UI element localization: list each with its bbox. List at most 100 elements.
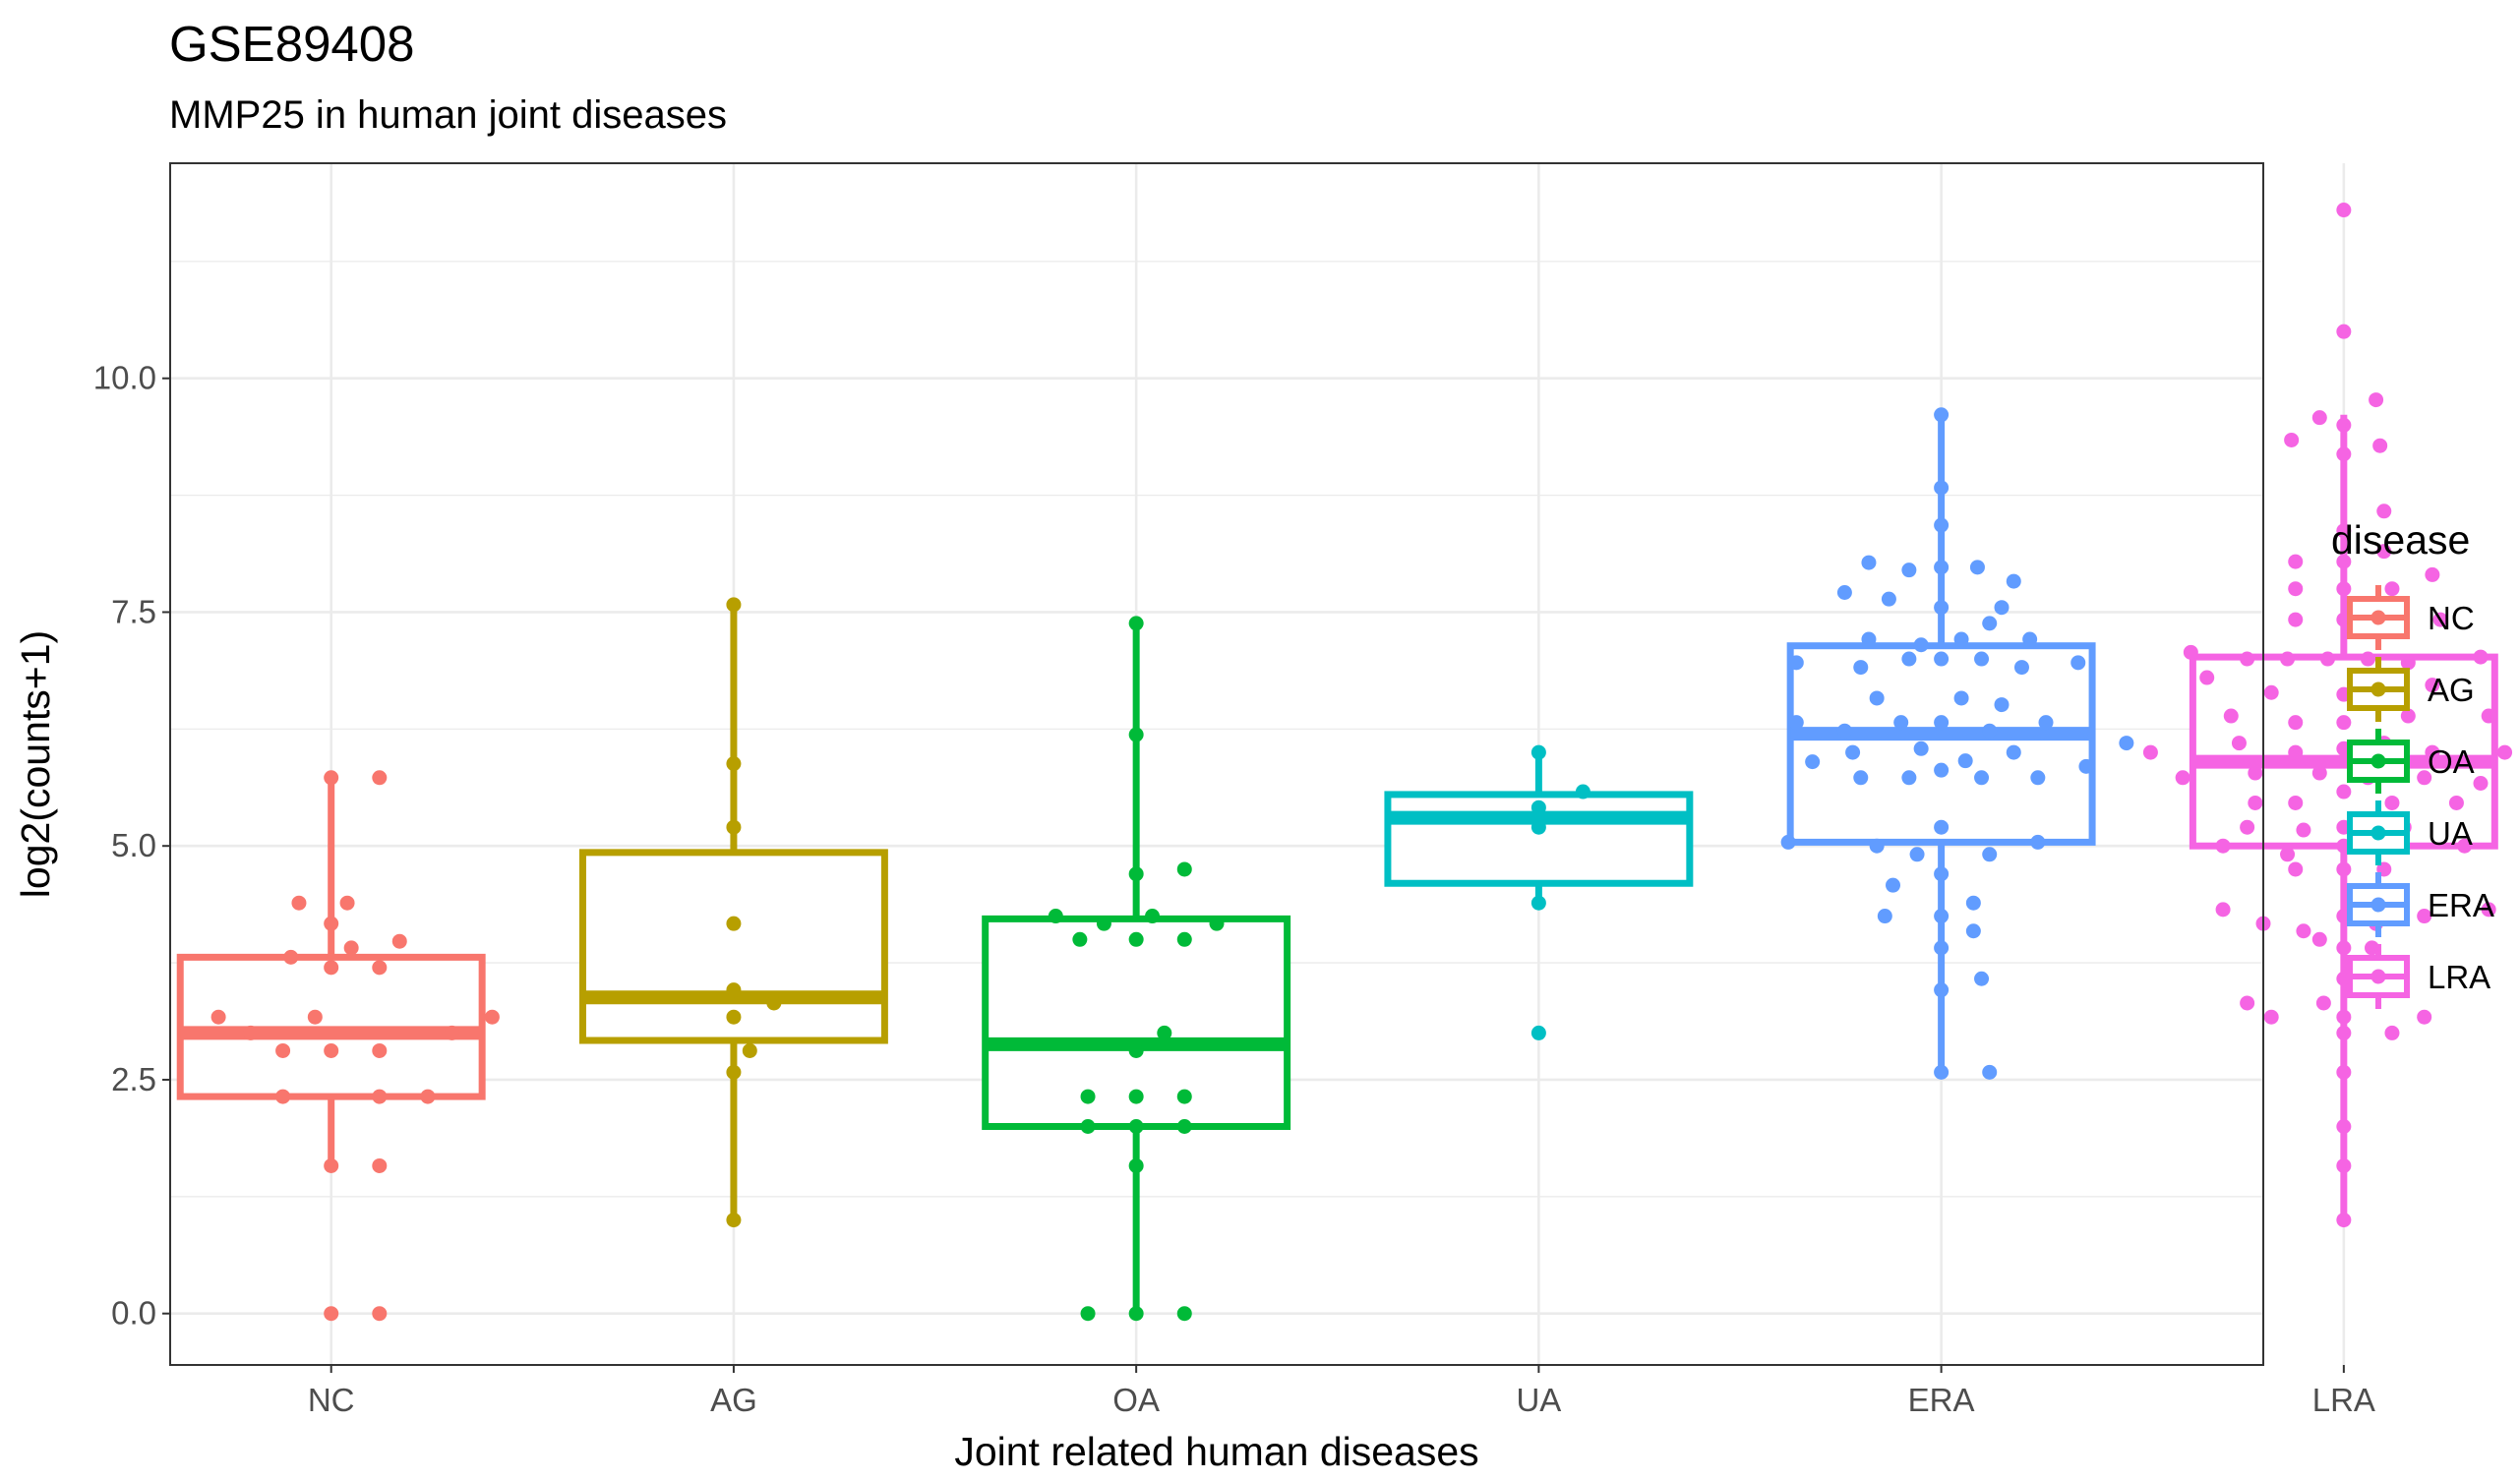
data-point [324, 1157, 339, 1173]
data-point [2175, 770, 2190, 786]
data-point [2038, 715, 2054, 731]
data-point [726, 597, 742, 613]
data-point [726, 1009, 742, 1025]
data-point [1530, 744, 1546, 760]
legend-key-point [2370, 753, 2386, 769]
data-point [1080, 1306, 1096, 1322]
data-point [2336, 1064, 2352, 1080]
data-point [1934, 762, 1950, 778]
data-point [2417, 909, 2432, 924]
data-point [1934, 819, 1950, 835]
data-point [2481, 902, 2496, 918]
data-point [1805, 754, 1821, 770]
box [578, 849, 888, 1044]
data-point [2280, 847, 2296, 862]
data-point [1901, 563, 1917, 578]
data-point [1048, 909, 1063, 924]
legend-key-point [2370, 969, 2386, 984]
data-point [484, 1009, 500, 1025]
data-point [1982, 847, 1998, 862]
data-point [2311, 765, 2327, 781]
data-point [2336, 1009, 2352, 1025]
data-point [2425, 566, 2440, 582]
data-point [1176, 1119, 1192, 1135]
legend-label: OA [2428, 743, 2475, 780]
data-point [343, 940, 359, 956]
x-tick-label: OA [1112, 1382, 1160, 1418]
data-point [1530, 800, 1546, 815]
data-point [324, 960, 339, 976]
data-point [1909, 847, 1925, 862]
legend-label: UA [2428, 815, 2473, 852]
data-point [1893, 715, 1909, 731]
legend-label: ERA [2428, 887, 2494, 923]
data-point [372, 1157, 388, 1173]
data-point [1176, 861, 1192, 877]
data-point [2336, 581, 2352, 597]
data-point [2336, 446, 2352, 462]
data-point [1982, 1064, 1998, 1080]
series-lra [2142, 203, 2513, 1228]
data-point [444, 1025, 459, 1040]
x-tick-label: UA [1516, 1382, 1561, 1418]
data-point [766, 995, 782, 1011]
series-ag [578, 597, 888, 1228]
data-point [2376, 544, 2392, 560]
x-tick-label: NC [308, 1382, 355, 1418]
data-point [1974, 770, 1990, 786]
data-point [2199, 670, 2215, 685]
data-point [1982, 616, 1998, 631]
data-point [2284, 432, 2300, 447]
data-point [2432, 612, 2448, 627]
data-point [2231, 736, 2247, 751]
series-nc [176, 770, 500, 1322]
data-point [339, 895, 355, 911]
plot-border [169, 162, 2264, 1366]
legend-key-point [2370, 825, 2386, 841]
data-point [1957, 753, 1973, 769]
data-point [2288, 795, 2304, 810]
data-point [2473, 649, 2489, 665]
legend-item-oa: OA [2347, 729, 2475, 794]
data-point [372, 1042, 388, 1058]
data-point [1788, 715, 1804, 731]
data-point [210, 1009, 226, 1025]
data-point [1209, 916, 1225, 931]
legend: disease NC AG OA UA ERA LRA [2331, 517, 2494, 1009]
data-point [2336, 1213, 2352, 1228]
x-tick-label: AG [710, 1382, 757, 1418]
data-point [2372, 438, 2388, 453]
data-point [2336, 203, 2352, 218]
data-point [726, 1064, 742, 1080]
data-point [1128, 931, 1144, 947]
data-point [324, 1306, 339, 1322]
data-point [1934, 560, 1950, 575]
data-point [1530, 1025, 1546, 1040]
data-point [2030, 834, 2046, 850]
data-point [2013, 660, 2029, 676]
data-point [2336, 940, 2352, 956]
data-point [1128, 866, 1144, 882]
data-point [2336, 324, 2352, 339]
data-point [1953, 631, 1969, 647]
data-point [1128, 1089, 1144, 1104]
data-point [2022, 631, 2038, 647]
data-point [1965, 923, 1981, 939]
series-oa [982, 616, 1291, 1322]
x-axis: NC AG OA UA ERA LRA [308, 1365, 2375, 1418]
data-point [1934, 1064, 1950, 1080]
data-point [1861, 631, 1877, 647]
data-point [2215, 902, 2231, 918]
data-point [2425, 678, 2440, 693]
data-point [2384, 1025, 2400, 1040]
y-tick-label: 5.0 [111, 827, 156, 863]
data-point [1994, 600, 2010, 616]
data-point [2457, 838, 2473, 854]
data-point [1965, 895, 1981, 911]
data-point [2215, 838, 2231, 854]
data-point [372, 770, 388, 786]
data-point [2336, 523, 2352, 539]
data-point [2070, 655, 2086, 671]
data-point [2336, 1157, 2352, 1173]
data-point [2319, 651, 2335, 667]
